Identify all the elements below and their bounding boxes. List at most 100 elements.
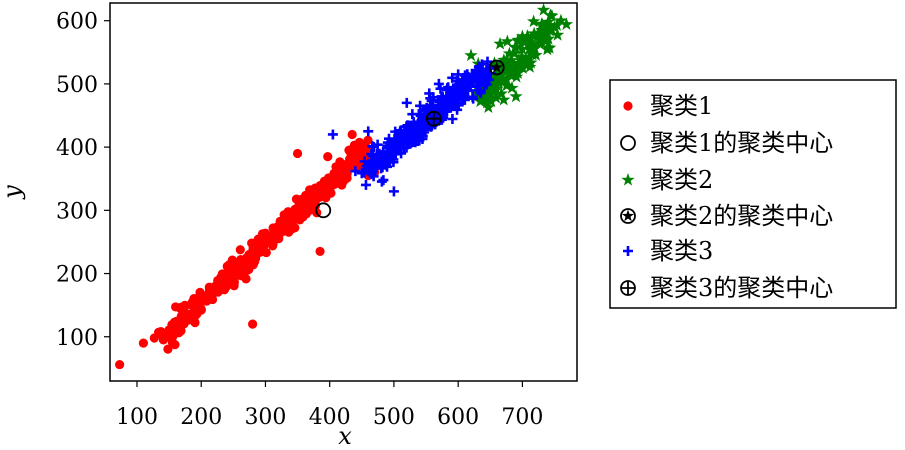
data-point — [394, 128, 405, 139]
data-point — [479, 84, 494, 98]
data-point — [507, 57, 521, 71]
data-point — [464, 48, 478, 62]
data-point — [447, 72, 458, 83]
data-point — [243, 252, 254, 262]
data-point — [331, 162, 341, 172]
data-point — [497, 92, 511, 106]
data-point — [388, 186, 399, 197]
data-point — [372, 151, 383, 162]
data-point — [344, 145, 354, 155]
y-axis: 100 200 300 400 500 600 — [56, 10, 110, 351]
data-point — [468, 85, 482, 99]
cluster-center — [425, 110, 442, 127]
legend-marker — [623, 101, 633, 111]
legend-marker — [623, 246, 633, 256]
data-point — [493, 36, 507, 50]
data-point — [522, 35, 536, 49]
data-point — [480, 95, 494, 109]
data-point — [481, 100, 496, 114]
data-point — [115, 359, 125, 370]
x-tick-label: 300 — [244, 405, 286, 430]
data-point — [176, 314, 186, 324]
data-point — [528, 41, 542, 55]
legend-frame — [609, 79, 897, 309]
data-point — [253, 240, 263, 251]
y-tick-label: 100 — [56, 326, 98, 351]
data-point — [424, 88, 435, 99]
legend-label: 聚类2的聚类中心 — [650, 202, 833, 230]
data-point — [530, 30, 544, 43]
data-point — [410, 127, 421, 138]
data-point — [303, 193, 314, 203]
data-point — [496, 73, 511, 87]
data-point — [363, 135, 373, 145]
plot-frame — [109, 2, 578, 382]
data-point — [515, 42, 529, 55]
series-circle — [115, 129, 380, 370]
data-point — [535, 18, 549, 31]
data-point — [525, 47, 539, 61]
data-point — [511, 33, 525, 46]
data-point — [463, 71, 474, 82]
data-point — [360, 179, 371, 190]
data-point — [372, 139, 383, 150]
x-tick-label: 400 — [309, 405, 351, 430]
data-point — [511, 66, 525, 79]
legend-label: 聚类3 — [650, 237, 713, 265]
data-point — [523, 39, 538, 52]
data-point — [357, 141, 367, 151]
data-point — [535, 23, 550, 36]
data-point — [312, 188, 322, 199]
data-point — [396, 138, 407, 149]
data-point — [540, 42, 554, 56]
data-point — [183, 315, 193, 325]
series-plus — [327, 56, 496, 197]
data-point — [284, 227, 294, 237]
data-point — [493, 71, 507, 85]
data-point — [190, 303, 200, 313]
data-point — [550, 18, 564, 31]
data-point — [315, 246, 325, 257]
legend-entry: 聚类1的聚类中心 — [620, 129, 833, 157]
legend-label: 聚类1的聚类中心 — [650, 129, 833, 157]
data-point — [235, 245, 245, 255]
data-point — [195, 287, 205, 297]
x-tick-label: 200 — [180, 405, 222, 430]
data-point — [163, 344, 173, 354]
data-point — [447, 114, 458, 125]
points-layer — [115, 3, 574, 370]
data-point — [170, 302, 181, 312]
data-point — [527, 26, 541, 40]
legend-entry: 聚类3的聚类中心 — [620, 274, 833, 302]
data-point — [505, 81, 519, 94]
data-point — [544, 22, 559, 35]
data-point — [545, 8, 559, 22]
data-point — [468, 93, 479, 104]
data-point — [507, 46, 521, 60]
cluster-center — [315, 202, 332, 219]
data-point — [447, 100, 458, 111]
legend-entry: 聚类2 — [621, 166, 713, 194]
data-point — [237, 270, 247, 280]
y-tick-label: 400 — [56, 136, 98, 161]
data-point — [504, 53, 518, 67]
legend-label: 聚类3的聚类中心 — [650, 274, 833, 302]
data-point — [420, 112, 431, 123]
data-point — [482, 56, 493, 67]
data-point — [500, 34, 515, 48]
x-tick-label: 500 — [373, 405, 415, 430]
x-tick-label: 100 — [116, 405, 158, 430]
data-point — [366, 157, 377, 168]
data-point — [494, 86, 508, 100]
data-point — [436, 91, 447, 102]
data-point — [407, 109, 418, 120]
data-point — [408, 117, 419, 128]
data-point — [170, 325, 181, 336]
data-point — [180, 300, 190, 310]
data-point — [323, 152, 333, 162]
data-point — [420, 124, 431, 135]
legend-entry: 聚类2的聚类中心 — [620, 202, 833, 230]
data-point — [476, 92, 490, 105]
data-point — [504, 68, 518, 82]
legend-marker — [620, 208, 636, 224]
